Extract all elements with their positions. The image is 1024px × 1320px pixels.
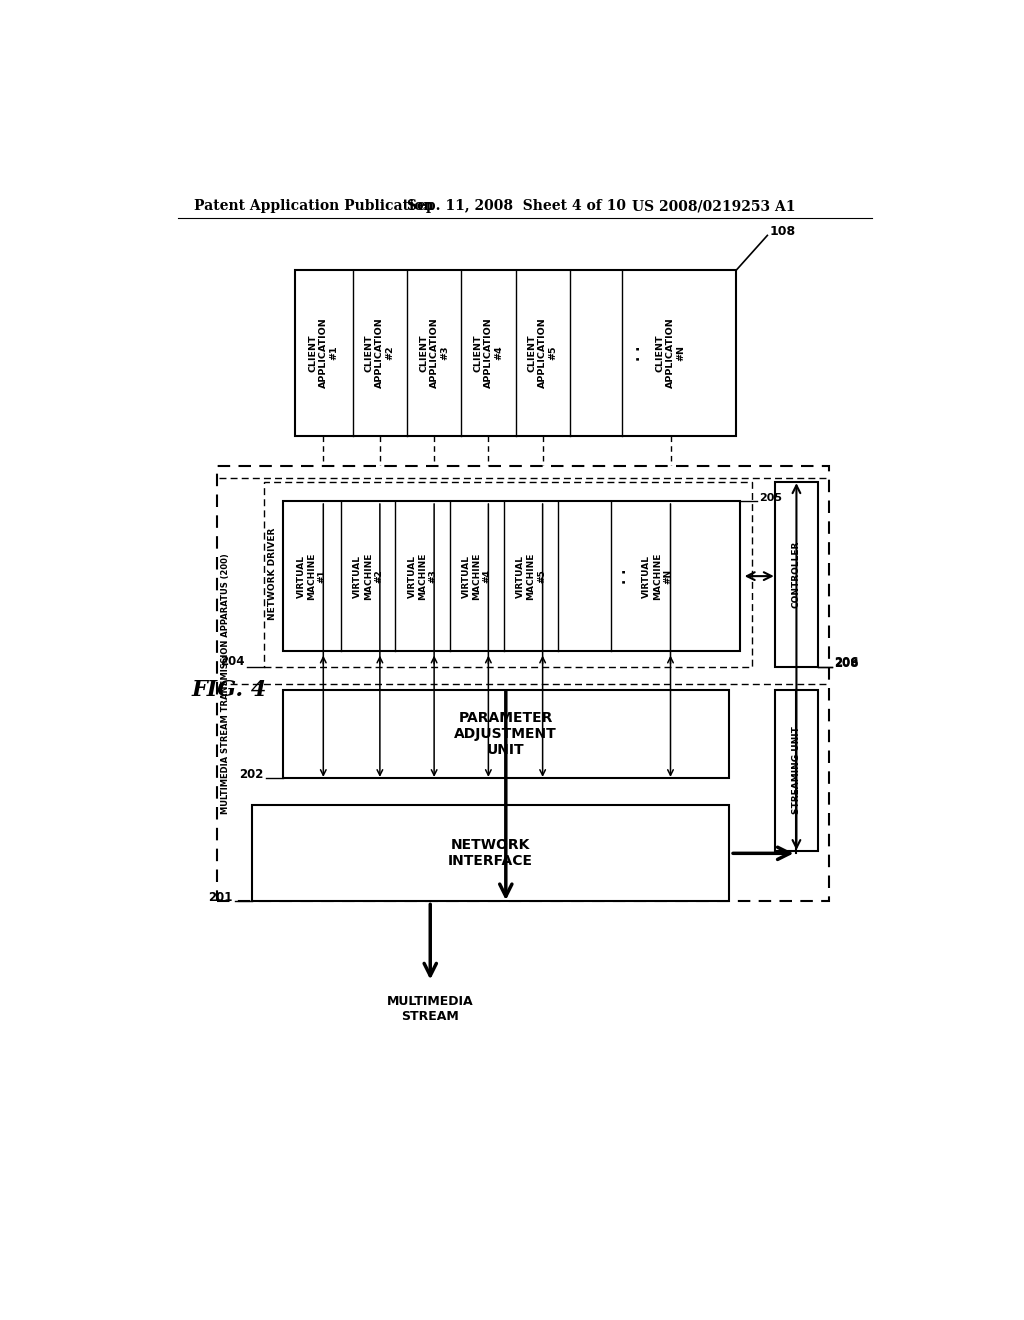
Text: 204: 204 [220,656,245,668]
Text: CLIENT
APPLICATION
#1: CLIENT APPLICATION #1 [308,317,338,388]
Bar [775,482,818,667]
Text: FIG. 4: FIG. 4 [191,678,267,701]
Text: Patent Application Publication: Patent Application Publication [194,199,433,213]
Text: CLIENT
APPLICATION
#4: CLIENT APPLICATION #4 [473,317,503,388]
Text: VIRTUAL
MACHINE
#N: VIRTUAL MACHINE #N [642,553,672,599]
Text: VIRTUAL
MACHINE
#1: VIRTUAL MACHINE #1 [297,553,327,599]
Text: US 2008/0219253 A1: US 2008/0219253 A1 [632,199,796,213]
Text: CLIENT
APPLICATION
#2: CLIENT APPLICATION #2 [365,317,395,388]
Text: 205: 205 [760,492,782,503]
Text: CLIENT
APPLICATION
#5: CLIENT APPLICATION #5 [527,317,557,388]
Bar [283,502,740,651]
Text: NETWORK
INTERFACE: NETWORK INTERFACE [447,838,532,869]
Text: CLIENT
APPLICATION
#3: CLIENT APPLICATION #3 [419,317,450,388]
Bar [775,689,818,851]
Text: Sep. 11, 2008  Sheet 4 of 10: Sep. 11, 2008 Sheet 4 of 10 [407,199,626,213]
Text: CONTROLLER: CONTROLLER [792,540,801,609]
Bar [217,466,829,902]
Text: PARAMETER
ADJUSTMENT
UNIT: PARAMETER ADJUSTMENT UNIT [455,710,557,758]
Text: NETWORK DRIVER: NETWORK DRIVER [267,528,276,620]
Text: MULTIMEDIA
STREAM: MULTIMEDIA STREAM [387,995,473,1023]
Text: 202: 202 [240,768,263,781]
Text: CLIENT
APPLICATION
#N: CLIENT APPLICATION #N [655,317,685,388]
Bar [295,271,736,436]
Text: . .: . . [629,345,643,360]
Text: 208: 208 [834,657,858,671]
Text: 201: 201 [208,891,232,904]
Text: VIRTUAL
MACHINE
#3: VIRTUAL MACHINE #3 [408,553,437,599]
Text: VIRTUAL
MACHINE
#5: VIRTUAL MACHINE #5 [516,553,546,599]
Text: 206: 206 [834,656,858,669]
Text: 108: 108 [770,224,796,238]
Text: STREAMING UNIT: STREAMING UNIT [792,726,801,814]
Text: VIRTUAL
MACHINE
#2: VIRTUAL MACHINE #2 [353,553,383,599]
Text: MULTIMEDIA STREAM TRANSMISSION APPARATUS (200): MULTIMEDIA STREAM TRANSMISSION APPARATUS… [221,553,230,814]
Bar [263,482,752,667]
Text: . .: . . [615,569,630,583]
Bar [252,805,729,902]
Bar [283,689,729,779]
Text: VIRTUAL
MACHINE
#4: VIRTUAL MACHINE #4 [462,553,492,599]
